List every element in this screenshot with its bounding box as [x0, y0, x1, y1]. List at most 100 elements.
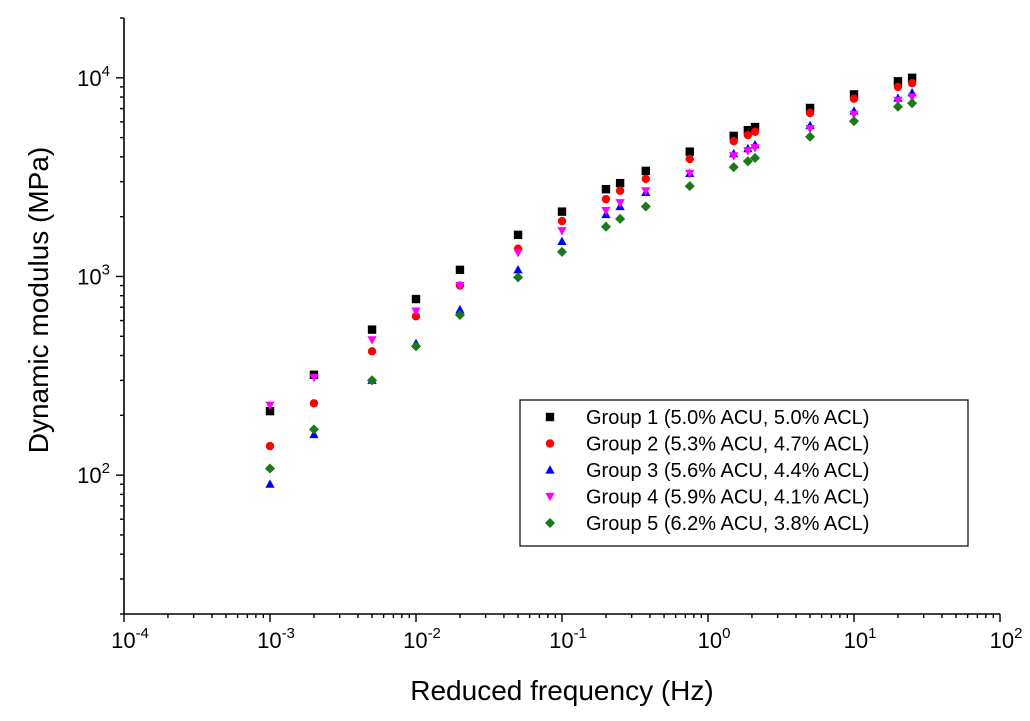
data-point-group-1: [743, 125, 753, 135]
series-group-4: [265, 93, 917, 411]
data-point-group-5: [615, 213, 626, 224]
legend-marker-1: [545, 412, 555, 422]
data-point-group-5: [513, 272, 524, 283]
data-point-group-5: [892, 101, 903, 112]
x-axis-title: Reduced frequency (Hz): [410, 675, 713, 706]
data-point-group-1: [805, 103, 815, 113]
data-point-group-5: [805, 131, 816, 142]
data-point-group-2: [265, 441, 275, 451]
data-point-group-1: [367, 325, 377, 334]
data-point-group-2: [743, 130, 753, 140]
data-point-group-2: [729, 136, 738, 146]
data-point-group-5: [454, 309, 465, 321]
data-point-group-1: [641, 166, 651, 176]
x-tick-label: 10-4: [111, 625, 149, 653]
data-point-group-2: [750, 127, 760, 136]
data-point-group-4: [849, 110, 859, 120]
legend-marker-3: [545, 465, 555, 474]
data-point-group-5: [640, 201, 651, 212]
data-point-group-5: [750, 152, 761, 163]
data-point-group-2: [309, 399, 319, 408]
data-point-group-4: [309, 373, 319, 383]
legend-label-4: Group 4 (5.9% ACU, 4.1% ACL): [586, 487, 869, 509]
data-point-group-2: [601, 194, 611, 204]
data-point-group-4: [907, 93, 917, 102]
data-point-group-4: [411, 307, 421, 316]
data-point-group-5: [848, 116, 860, 127]
data-point-group-1: [849, 90, 859, 99]
data-point-group-1: [615, 178, 625, 188]
y-tick-label: 104: [77, 63, 110, 91]
data-point-group-4: [615, 199, 625, 208]
data-point-group-4: [743, 147, 753, 156]
data-point-group-1: [601, 184, 611, 194]
x-tick-label: 10-1: [549, 625, 587, 653]
legend-marker-5: [544, 517, 556, 529]
x-tick-label: 102: [990, 625, 1023, 653]
data-point-group-4: [513, 248, 523, 258]
data-point-group-3: [455, 304, 465, 314]
data-point-group-4: [641, 187, 651, 196]
legend: Group 1 (5.0% ACU, 5.0% ACL) Group 2 (5.3…: [519, 399, 969, 547]
legend-marker-4: [545, 492, 555, 502]
data-point-group-5: [742, 156, 753, 167]
data-point-group-3: [513, 265, 523, 274]
data-point-group-5: [684, 181, 695, 192]
data-point-group-4: [685, 169, 695, 179]
data-point-group-5: [264, 463, 276, 474]
data-point-group-5: [907, 98, 918, 109]
data-point-group-1: [907, 73, 917, 83]
data-point-group-2: [685, 154, 694, 164]
series-group-1: [265, 73, 917, 416]
data-point-group-3: [265, 479, 275, 488]
data-point-group-4: [805, 125, 815, 134]
data-point-group-4: [750, 144, 760, 153]
data-point-group-2: [907, 78, 917, 88]
y-ticks: 102 103 104: [77, 17, 124, 615]
data-point-group-2: [557, 216, 567, 226]
data-point-group-4: [557, 227, 567, 236]
y-axis-title: Dynamic modulus (MPa): [23, 147, 54, 454]
data-point-group-5: [308, 424, 319, 435]
data-point-group-3: [557, 236, 567, 246]
data-point-group-1: [750, 122, 760, 132]
x-tick-label: 10-2: [403, 625, 441, 653]
legend-label-3: Group 3 (5.6% ACU, 4.4% ACL): [586, 460, 869, 482]
data-point-group-5: [600, 221, 611, 232]
data-point-group-1: [893, 77, 903, 86]
x-ticks: 10-4 10-3 10-2 10-1 100 101 102: [111, 614, 1022, 653]
x-tick-label: 101: [844, 625, 877, 653]
data-point-group-1: [411, 294, 421, 304]
data-point-group-1: [557, 207, 567, 216]
x-tick-label: 10-3: [257, 625, 295, 653]
data-point-group-1: [265, 406, 275, 416]
data-point-group-1: [455, 265, 465, 275]
data-point-group-1: [729, 131, 738, 141]
legend-marker-2: [545, 439, 555, 448]
legend-box: [519, 399, 969, 547]
data-point-group-4: [265, 401, 275, 411]
data-point-group-4: [455, 281, 465, 291]
legend-label-5: Group 5 (6.2% ACU, 3.8% ACL): [586, 513, 869, 535]
data-point-group-2: [805, 108, 815, 118]
x-tick-label: 100: [698, 625, 731, 653]
data-point-group-5: [410, 341, 422, 352]
data-point-group-2: [411, 312, 421, 321]
data-point-group-5: [728, 162, 739, 173]
series-group-5: [264, 98, 918, 474]
data-point-group-2: [849, 94, 859, 103]
data-point-group-5: [367, 375, 378, 386]
y-tick-label: 103: [77, 261, 110, 289]
legend-label-2: Group 2 (5.3% ACU, 4.7% ACL): [586, 434, 869, 456]
y-tick-label: 102: [77, 460, 110, 488]
series-group-2: [265, 78, 917, 451]
data-points: [264, 73, 918, 488]
data-point-group-2: [615, 186, 625, 195]
data-point-group-4: [601, 206, 611, 216]
data-point-group-4: [367, 336, 377, 345]
data-point-group-2: [893, 82, 903, 92]
data-point-group-5: [556, 246, 568, 257]
legend-label-1: Group 1 (5.0% ACU, 5.0% ACL): [586, 407, 869, 429]
data-point-group-1: [513, 230, 523, 240]
